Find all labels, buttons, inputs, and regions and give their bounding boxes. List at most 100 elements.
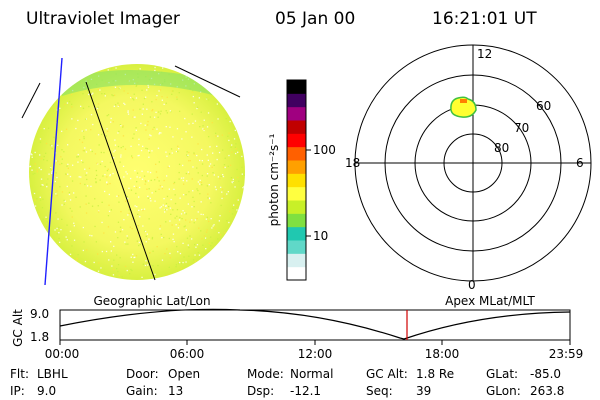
noise-pixel — [220, 234, 222, 236]
noise-pixel — [205, 231, 208, 233]
noise-pixel — [133, 116, 135, 118]
noise-pixel — [117, 221, 120, 223]
noise-pixel — [132, 137, 134, 139]
noise-pixel — [116, 195, 118, 197]
colorbar-band — [287, 266, 306, 281]
noise-pixel — [97, 89, 100, 91]
noise-pixel — [182, 261, 184, 264]
noise-pixel — [76, 156, 78, 158]
noise-pixel — [173, 188, 175, 190]
noise-pixel — [192, 166, 194, 168]
noise-pixel — [136, 240, 138, 242]
noise-pixel — [97, 134, 100, 136]
noise-pixel — [147, 264, 149, 266]
noise-pixel — [171, 90, 173, 92]
noise-pixel — [201, 160, 203, 162]
noise-pixel — [30, 153, 32, 155]
noise-pixel — [157, 147, 160, 149]
noise-pixel — [186, 180, 188, 182]
noise-pixel — [66, 224, 68, 226]
noise-pixel — [101, 201, 103, 203]
noise-pixel — [184, 225, 186, 227]
noise-pixel — [145, 96, 147, 98]
noise-pixel — [206, 185, 208, 187]
noise-pixel — [139, 176, 141, 179]
noise-pixel — [59, 107, 61, 109]
noise-pixel — [29, 165, 31, 168]
noise-pixel — [149, 116, 151, 118]
noise-pixel — [90, 185, 92, 187]
noise-pixel — [125, 243, 127, 245]
noise-pixel — [47, 127, 50, 129]
noise-pixel — [155, 98, 157, 101]
noise-pixel — [110, 209, 112, 211]
noise-pixel — [119, 124, 121, 126]
noise-pixel — [117, 264, 120, 266]
info-dsp-label: Dsp: — [247, 384, 274, 398]
noise-pixel — [169, 220, 171, 222]
noise-pixel — [114, 231, 117, 233]
info-seq-label: Seq: — [366, 384, 393, 398]
noise-pixel — [132, 116, 134, 118]
noise-pixel — [65, 236, 67, 238]
noise-pixel — [85, 118, 87, 120]
noise-pixel — [209, 146, 211, 148]
info-gain-value: 13 — [168, 384, 183, 398]
noise-pixel — [88, 202, 90, 204]
noise-pixel — [46, 217, 48, 219]
timeline-xtick-12: 12:00 — [298, 347, 333, 361]
noise-pixel — [112, 95, 114, 97]
noise-pixel — [66, 165, 68, 167]
noise-pixel — [66, 185, 68, 188]
noise-pixel — [149, 171, 152, 174]
noise-pixel — [178, 148, 180, 150]
noise-pixel — [34, 191, 36, 194]
noise-pixel — [112, 274, 115, 276]
noise-pixel — [187, 203, 189, 205]
noise-pixel — [164, 209, 166, 211]
noise-pixel — [130, 145, 132, 147]
noise-pixel — [144, 230, 147, 233]
noise-pixel — [200, 213, 202, 215]
noise-pixel — [208, 198, 211, 200]
noise-pixel — [136, 206, 138, 208]
noise-pixel — [234, 186, 236, 188]
noise-pixel — [186, 237, 189, 239]
noise-pixel — [49, 144, 52, 146]
noise-pixel — [148, 188, 150, 190]
noise-pixel — [211, 122, 213, 124]
noise-pixel — [136, 84, 138, 86]
noise-pixel — [220, 204, 222, 207]
info-glat-value: -85.0 — [530, 367, 561, 381]
noise-pixel — [70, 93, 73, 96]
noise-pixel — [229, 120, 231, 123]
noise-pixel — [66, 239, 68, 241]
noise-pixel — [56, 176, 58, 179]
noise-pixel — [171, 93, 173, 95]
noise-pixel — [71, 245, 73, 247]
noise-pixel — [188, 255, 190, 257]
noise-pixel — [135, 192, 137, 195]
colorbar-band — [287, 253, 306, 268]
noise-pixel — [157, 264, 159, 267]
noise-pixel — [57, 218, 59, 220]
noise-pixel — [192, 259, 195, 261]
noise-pixel — [51, 145, 53, 147]
noise-pixel — [236, 209, 238, 211]
noise-pixel — [130, 256, 132, 258]
noise-pixel — [208, 99, 210, 101]
info-dsp-value: -12.1 — [290, 384, 321, 398]
meridian-line — [85, 81, 156, 281]
noise-pixel — [211, 166, 213, 168]
noise-pixel — [43, 155, 45, 158]
noise-pixel — [101, 250, 103, 253]
noise-pixel — [88, 105, 90, 108]
noise-pixel — [158, 188, 160, 190]
noise-pixel — [221, 191, 223, 193]
noise-pixel — [185, 261, 187, 263]
noise-pixel — [146, 188, 148, 190]
noise-pixel — [42, 218, 44, 220]
noise-pixel — [221, 134, 223, 136]
info-gcalt-value: 1.8 Re — [416, 367, 454, 381]
noise-pixel — [233, 204, 235, 206]
